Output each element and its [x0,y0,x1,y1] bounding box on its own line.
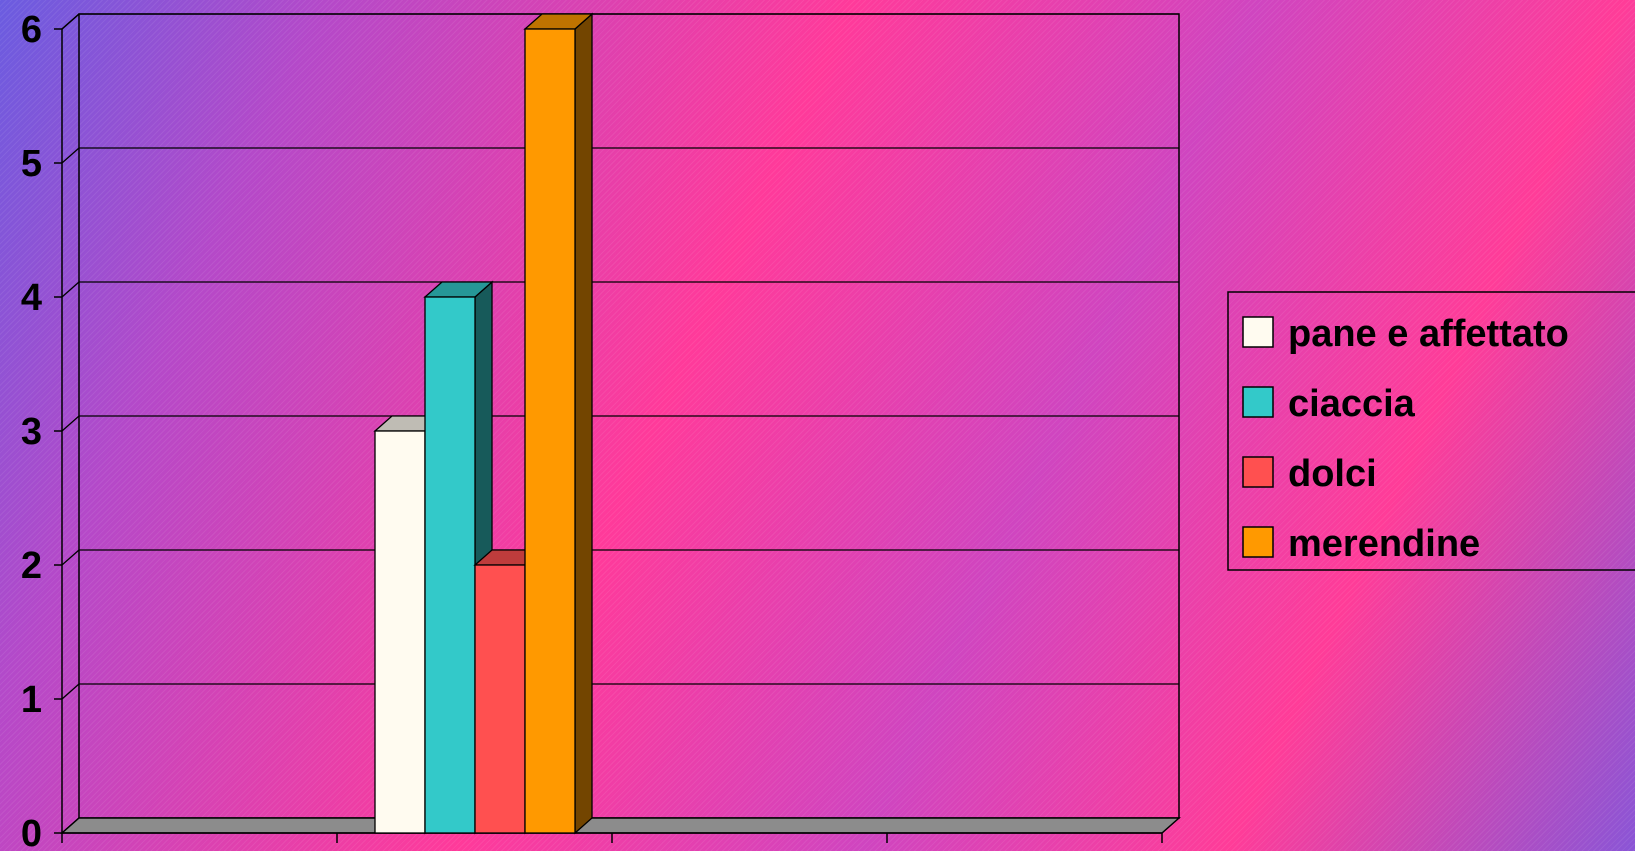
legend-label: merendine [1288,523,1480,565]
gridline-depth [61,13,80,30]
legend-swatch [1242,526,1274,558]
legend: pane e affettato ciaccia dolci merendine [1227,291,1635,571]
gridline-depth [61,683,80,700]
legend-swatch [1242,456,1274,488]
legend-label: ciaccia [1288,383,1416,425]
gridline-depth [61,147,80,164]
gridline-depth [61,415,80,432]
bar-front [474,564,526,834]
bar-merendine [523,12,594,835]
gridline-depth [61,549,80,566]
legend-swatch [1242,386,1274,418]
legend-swatch [1242,316,1274,348]
y-tick-label: 6 [21,9,42,51]
legend-label: pane e affettato [1288,313,1569,355]
y-tick-label: 5 [21,143,42,185]
bar-front [374,430,426,834]
y-tick-label: 0 [21,813,42,851]
bar-front [424,296,476,834]
bar-side [574,12,593,835]
y-tick-label: 1 [21,679,42,721]
legend-label: dolci [1288,453,1377,495]
y-tick-label: 4 [21,277,42,319]
bar-front [524,28,576,834]
y-tick-label: 3 [21,411,42,453]
y-tick-label: 2 [21,545,42,587]
legend-box [1227,291,1635,571]
gridline-depth [61,281,80,298]
plot-floor [60,817,1181,834]
